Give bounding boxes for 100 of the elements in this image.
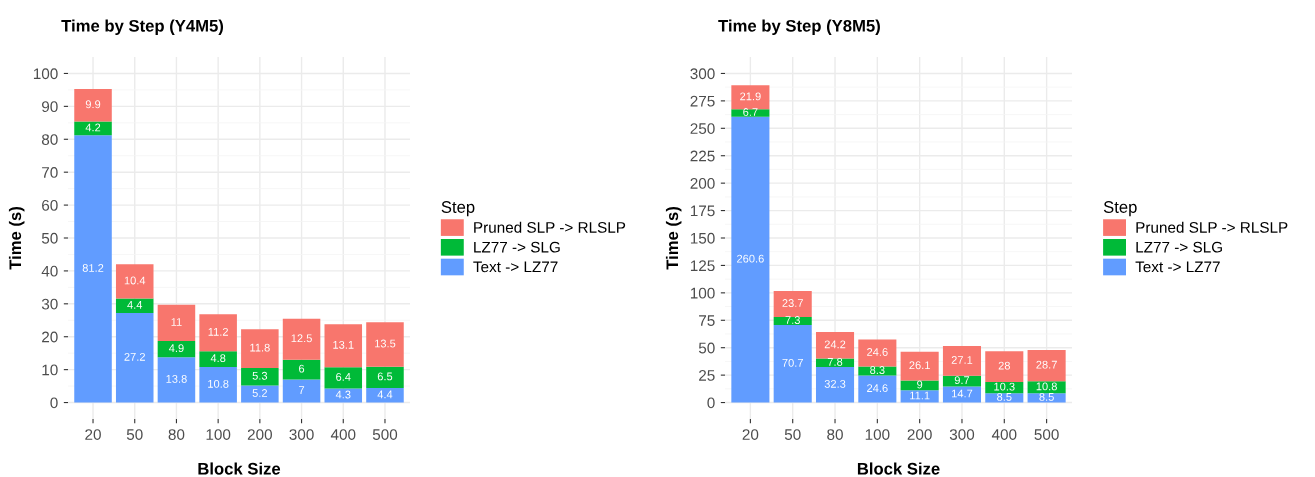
bar bbox=[199, 351, 237, 367]
data-label: 9.9 bbox=[85, 100, 101, 109]
bar bbox=[282, 379, 321, 403]
data-label: 13.8 bbox=[166, 374, 187, 383]
data-label: 27.2 bbox=[124, 352, 145, 361]
x-tick-label: 100 bbox=[865, 429, 890, 440]
y-tick-label: 25 bbox=[699, 369, 715, 381]
legend-label: Pruned SLP -> RLSLP bbox=[1136, 221, 1288, 233]
legend-label: LZ77 -> SLG bbox=[1136, 241, 1222, 253]
y-tick-label: 90 bbox=[42, 101, 58, 113]
y-axis-title: Time (s) bbox=[8, 207, 25, 270]
legend-label: Pruned SLP -> RLSLP bbox=[474, 221, 626, 233]
data-label: 23.7 bbox=[782, 299, 803, 307]
y-tick-label: 300 bbox=[690, 68, 715, 80]
y-tick-label: 100 bbox=[690, 287, 715, 299]
bar bbox=[731, 116, 770, 403]
data-label: 7.3 bbox=[785, 316, 800, 324]
bar bbox=[282, 359, 321, 380]
bar bbox=[773, 316, 812, 325]
y-tick-label: 40 bbox=[41, 265, 58, 277]
data-label: 6.7 bbox=[743, 108, 758, 116]
bar bbox=[1027, 349, 1066, 382]
bar bbox=[815, 367, 855, 403]
bar bbox=[773, 290, 812, 317]
y-axis-title: Time (s) bbox=[665, 207, 682, 270]
chart-title: Time by Step (Y8M5) bbox=[718, 19, 880, 35]
x-tick-label: 500 bbox=[1034, 429, 1059, 440]
x-tick-label: 200 bbox=[907, 429, 932, 440]
y-tick-label: 150 bbox=[690, 232, 715, 244]
x-tick-label: 20 bbox=[85, 429, 101, 440]
y-tick-label: 50 bbox=[41, 232, 58, 244]
data-label: 10.4 bbox=[124, 276, 146, 285]
y-tick-label: 50 bbox=[698, 342, 715, 354]
y-tick-label: 20 bbox=[42, 331, 58, 343]
legend-label: Text -> LZ77 bbox=[1135, 261, 1220, 273]
data-label: 4.4 bbox=[127, 301, 143, 309]
bar bbox=[74, 135, 112, 403]
bar bbox=[324, 324, 363, 368]
legend-title: Step bbox=[1103, 201, 1137, 217]
data-label: 14.7 bbox=[952, 389, 973, 398]
data-label: 9.7 bbox=[954, 376, 970, 385]
data-label: 11.2 bbox=[208, 327, 228, 336]
data-label: 4.3 bbox=[335, 390, 351, 399]
bar bbox=[241, 329, 279, 368]
data-label: 4.2 bbox=[85, 123, 101, 132]
legend-label: Text -> LZ77 bbox=[473, 261, 558, 273]
y-tick-label: 80 bbox=[41, 134, 58, 145]
data-label: 6.5 bbox=[377, 372, 393, 381]
bar bbox=[985, 351, 1024, 382]
legend-label: LZ77 -> SLG bbox=[474, 241, 560, 253]
bar bbox=[199, 314, 237, 352]
data-label: 4.4 bbox=[377, 390, 393, 399]
bar bbox=[74, 88, 112, 122]
bar bbox=[199, 367, 237, 403]
bar bbox=[942, 386, 982, 403]
y-tick-label: 275 bbox=[690, 95, 715, 107]
bar bbox=[1027, 393, 1066, 403]
data-label: 6 bbox=[299, 364, 305, 373]
data-label: 13.1 bbox=[333, 340, 354, 349]
bar bbox=[858, 366, 897, 376]
data-label: 11.1 bbox=[910, 391, 930, 400]
bar bbox=[157, 304, 196, 342]
y-tick-label: 200 bbox=[690, 178, 715, 189]
x-tick-label: 300 bbox=[949, 429, 975, 440]
bar bbox=[942, 346, 982, 376]
data-label: 10.8 bbox=[1036, 382, 1057, 391]
data-label: 8.3 bbox=[870, 366, 885, 374]
legend-title: Step bbox=[441, 201, 475, 217]
bar bbox=[900, 380, 939, 391]
data-label: 4.9 bbox=[168, 344, 184, 353]
data-label: 7.8 bbox=[827, 357, 843, 366]
bar bbox=[773, 324, 812, 403]
data-label: 81.2 bbox=[82, 264, 104, 272]
y-tick-label: 60 bbox=[42, 199, 58, 211]
data-label: 10.3 bbox=[994, 382, 1015, 391]
x-tick-label: 50 bbox=[784, 429, 801, 440]
x-tick-label: 300 bbox=[289, 429, 314, 440]
x-tick-label: 200 bbox=[247, 429, 272, 440]
data-label: 11.8 bbox=[250, 343, 270, 352]
bar bbox=[241, 385, 279, 403]
x-tick-label: 400 bbox=[991, 429, 1017, 440]
bar bbox=[282, 318, 321, 360]
data-label: 70.7 bbox=[782, 358, 803, 367]
y-tick-label: 125 bbox=[690, 260, 715, 272]
data-label: 12.5 bbox=[291, 334, 312, 343]
x-tick-label: 100 bbox=[206, 429, 231, 440]
y-tick-label: 70 bbox=[42, 167, 58, 178]
data-label: 24.2 bbox=[824, 340, 846, 349]
x-axis-title: Block Size bbox=[857, 462, 940, 475]
bar bbox=[985, 393, 1024, 403]
y-tick-label: 75 bbox=[699, 315, 715, 326]
data-label: 28.7 bbox=[1036, 360, 1057, 369]
data-label: 8.5 bbox=[1039, 393, 1054, 401]
bar bbox=[900, 390, 939, 403]
data-label: 10.8 bbox=[208, 379, 229, 388]
bar bbox=[366, 322, 404, 367]
y-tick-label: 250 bbox=[690, 123, 715, 134]
y-tick-label: 0 bbox=[50, 397, 58, 409]
data-label: 24.6 bbox=[867, 384, 888, 393]
data-label: 4.8 bbox=[210, 354, 226, 363]
